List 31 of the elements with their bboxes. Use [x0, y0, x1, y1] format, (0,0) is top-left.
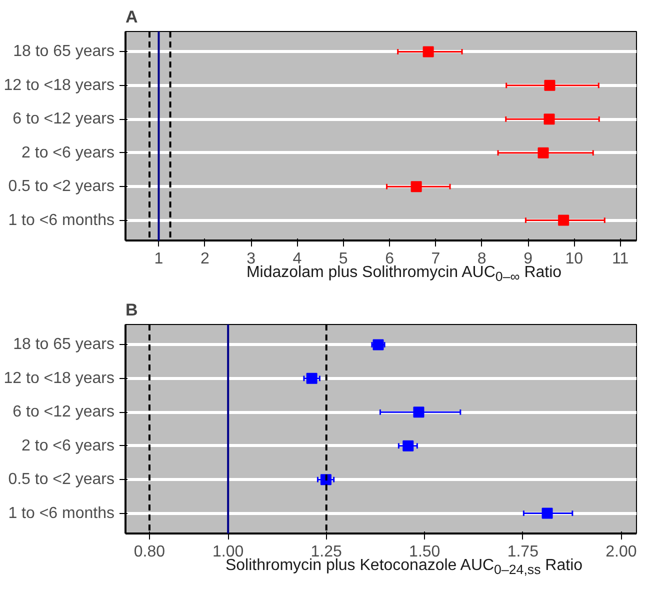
y-tick-label: 1 to <6 months [8, 212, 115, 229]
point [410, 181, 422, 192]
y-tick-label: 6 to <12 years [12, 404, 114, 421]
y-tick-label: 2 to <6 years [22, 437, 115, 454]
y-tick-label: 6 to <12 years [12, 110, 114, 128]
x-tick-label: 2 [200, 250, 210, 268]
y-tick-label: 0.5 to <2 years [8, 178, 115, 196]
point [413, 406, 424, 418]
point [402, 440, 414, 452]
point [558, 214, 570, 226]
x-tick-label: 1 [154, 250, 164, 268]
y-tick-label: 18 to 65 years [13, 336, 115, 354]
point [544, 80, 556, 91]
point [306, 372, 318, 384]
point [422, 46, 434, 58]
point [538, 147, 549, 158]
chart-title: A [126, 8, 138, 26]
y-tick-label: 2 to <6 years [22, 144, 115, 162]
x-tick-label: 0.80 [134, 544, 166, 560]
y-tick-label: 12 to <18 years [4, 76, 115, 94]
point [542, 508, 553, 519]
y-tick-label: 12 to <18 years [4, 370, 115, 387]
y-tick-label: 18 to 65 years [13, 43, 115, 60]
point [544, 114, 555, 125]
chart-title: B [126, 300, 138, 320]
y-tick-label: 0.5 to <2 years [8, 471, 115, 488]
y-tick-label: 1 to <6 months [8, 504, 115, 522]
x-tick-label: 2.00 [606, 544, 637, 560]
x-tick-label: 11 [612, 250, 629, 268]
x-tick-label: 10 [565, 250, 584, 268]
point [372, 339, 384, 350]
